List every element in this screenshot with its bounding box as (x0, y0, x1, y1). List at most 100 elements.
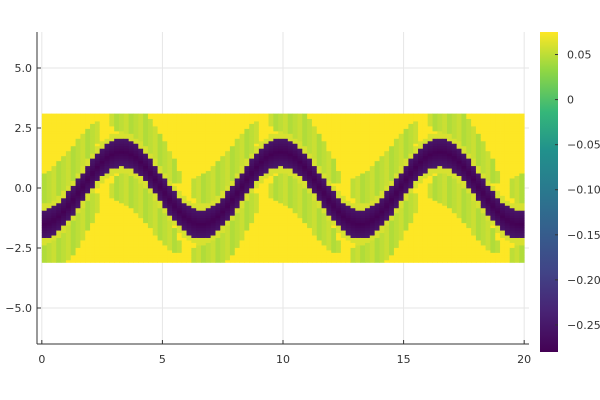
heatmap-cell (56, 220, 62, 224)
heatmap-cell (360, 240, 366, 243)
heatmap-cell (220, 222, 226, 226)
heatmap-cell (239, 183, 245, 186)
heatmap-cell (331, 217, 337, 221)
heatmap-cell (109, 247, 115, 251)
heatmap-cell (403, 250, 409, 253)
heatmap-cell (90, 126, 96, 129)
heatmap-cell (201, 173, 207, 176)
heatmap-cell (51, 245, 57, 248)
heatmap-cell (355, 121, 361, 124)
heatmap-cell (80, 113, 86, 117)
heatmap-cell (94, 200, 101, 204)
heatmap-cell (75, 118, 81, 122)
heatmap-cell (374, 207, 380, 211)
heatmap-cell (143, 207, 149, 211)
heatmap-cell (123, 175, 130, 179)
heatmap-cell (268, 160, 274, 164)
heatmap-cell (201, 168, 207, 172)
heatmap-cell (104, 185, 110, 189)
heatmap-cell (292, 150, 298, 154)
heatmap-cell (162, 247, 168, 251)
heatmap-cell (389, 153, 395, 157)
heatmap-cell (331, 130, 337, 134)
heatmap-cell (418, 250, 424, 253)
heatmap-cell (119, 140, 125, 144)
heatmap-cell (432, 232, 438, 236)
heatmap-cell (389, 190, 395, 194)
heatmap-cell (225, 123, 231, 127)
heatmap-cell (437, 240, 443, 243)
heatmap-cell (350, 252, 356, 256)
heatmap-cell (157, 121, 163, 124)
heatmap-cell (432, 173, 438, 176)
heatmap-cell (302, 180, 308, 184)
heatmap-cell (99, 257, 105, 261)
heatmap-cell (413, 250, 419, 253)
heatmap-cell (152, 197, 158, 201)
heatmap-cell (41, 230, 48, 234)
heatmap-cell (369, 123, 376, 127)
heatmap-cell (85, 232, 91, 236)
heatmap-cell (258, 165, 265, 169)
heatmap-cell (258, 175, 265, 179)
heatmap-cell (355, 188, 361, 191)
heatmap-cell (350, 148, 356, 152)
heatmap-cell (239, 254, 245, 258)
heatmap-cell (340, 145, 347, 149)
heatmap-cell (307, 168, 313, 172)
heatmap-cell (258, 254, 265, 258)
heatmap-cell (273, 225, 279, 229)
heatmap-cell (355, 230, 361, 234)
heatmap-cell (157, 170, 163, 174)
heatmap-cell (287, 153, 294, 157)
heatmap-cell (80, 158, 86, 162)
heatmap-cell (331, 170, 337, 174)
heatmap-cell (408, 197, 414, 201)
heatmap-cell (123, 230, 130, 234)
heatmap-cell (201, 150, 207, 154)
heatmap-cell (268, 183, 274, 186)
heatmap-cell (389, 252, 395, 256)
heatmap-cell (307, 210, 313, 214)
heatmap-cell (408, 205, 414, 209)
heatmap-cell (220, 180, 226, 184)
heatmap-cell (196, 160, 202, 164)
heatmap-cell (133, 232, 139, 236)
heatmap-cell (172, 140, 178, 144)
heatmap-cell (234, 259, 240, 263)
heatmap-cell (418, 240, 424, 243)
heatmap-cell (302, 242, 308, 246)
heatmap-cell (162, 195, 168, 199)
heatmap-cell (104, 163, 110, 167)
heatmap-cell (326, 178, 332, 181)
heatmap-cell (210, 254, 216, 258)
heatmap-cell (355, 222, 361, 226)
heatmap-cell (56, 240, 62, 243)
heatmap-cell (41, 121, 48, 124)
heatmap-cell (249, 195, 255, 199)
heatmap-cell (365, 175, 371, 179)
heatmap-cell (273, 163, 279, 167)
heatmap-cell (249, 252, 255, 256)
heatmap-cell (326, 113, 332, 117)
heatmap-cell (109, 180, 115, 184)
heatmap-cell (403, 257, 409, 261)
heatmap-cell (283, 227, 289, 231)
heatmap-cell (287, 259, 294, 263)
heatmap-cell (229, 207, 236, 211)
heatmap-cell (229, 217, 236, 221)
heatmap-cell (287, 195, 294, 199)
heatmap-cell (234, 197, 240, 201)
heatmap-cell (167, 183, 173, 186)
heatmap-cell (283, 116, 289, 119)
heatmap-cell (220, 135, 226, 139)
heatmap-cell (355, 113, 361, 117)
heatmap-cell (418, 195, 424, 199)
heatmap-cell (403, 210, 409, 214)
heatmap-cell (311, 150, 318, 154)
heatmap-cell (234, 168, 240, 172)
heatmap-cell (167, 170, 173, 174)
heatmap-cell (181, 155, 187, 159)
heatmap-cell (56, 202, 62, 206)
heatmap-cell (437, 197, 443, 201)
